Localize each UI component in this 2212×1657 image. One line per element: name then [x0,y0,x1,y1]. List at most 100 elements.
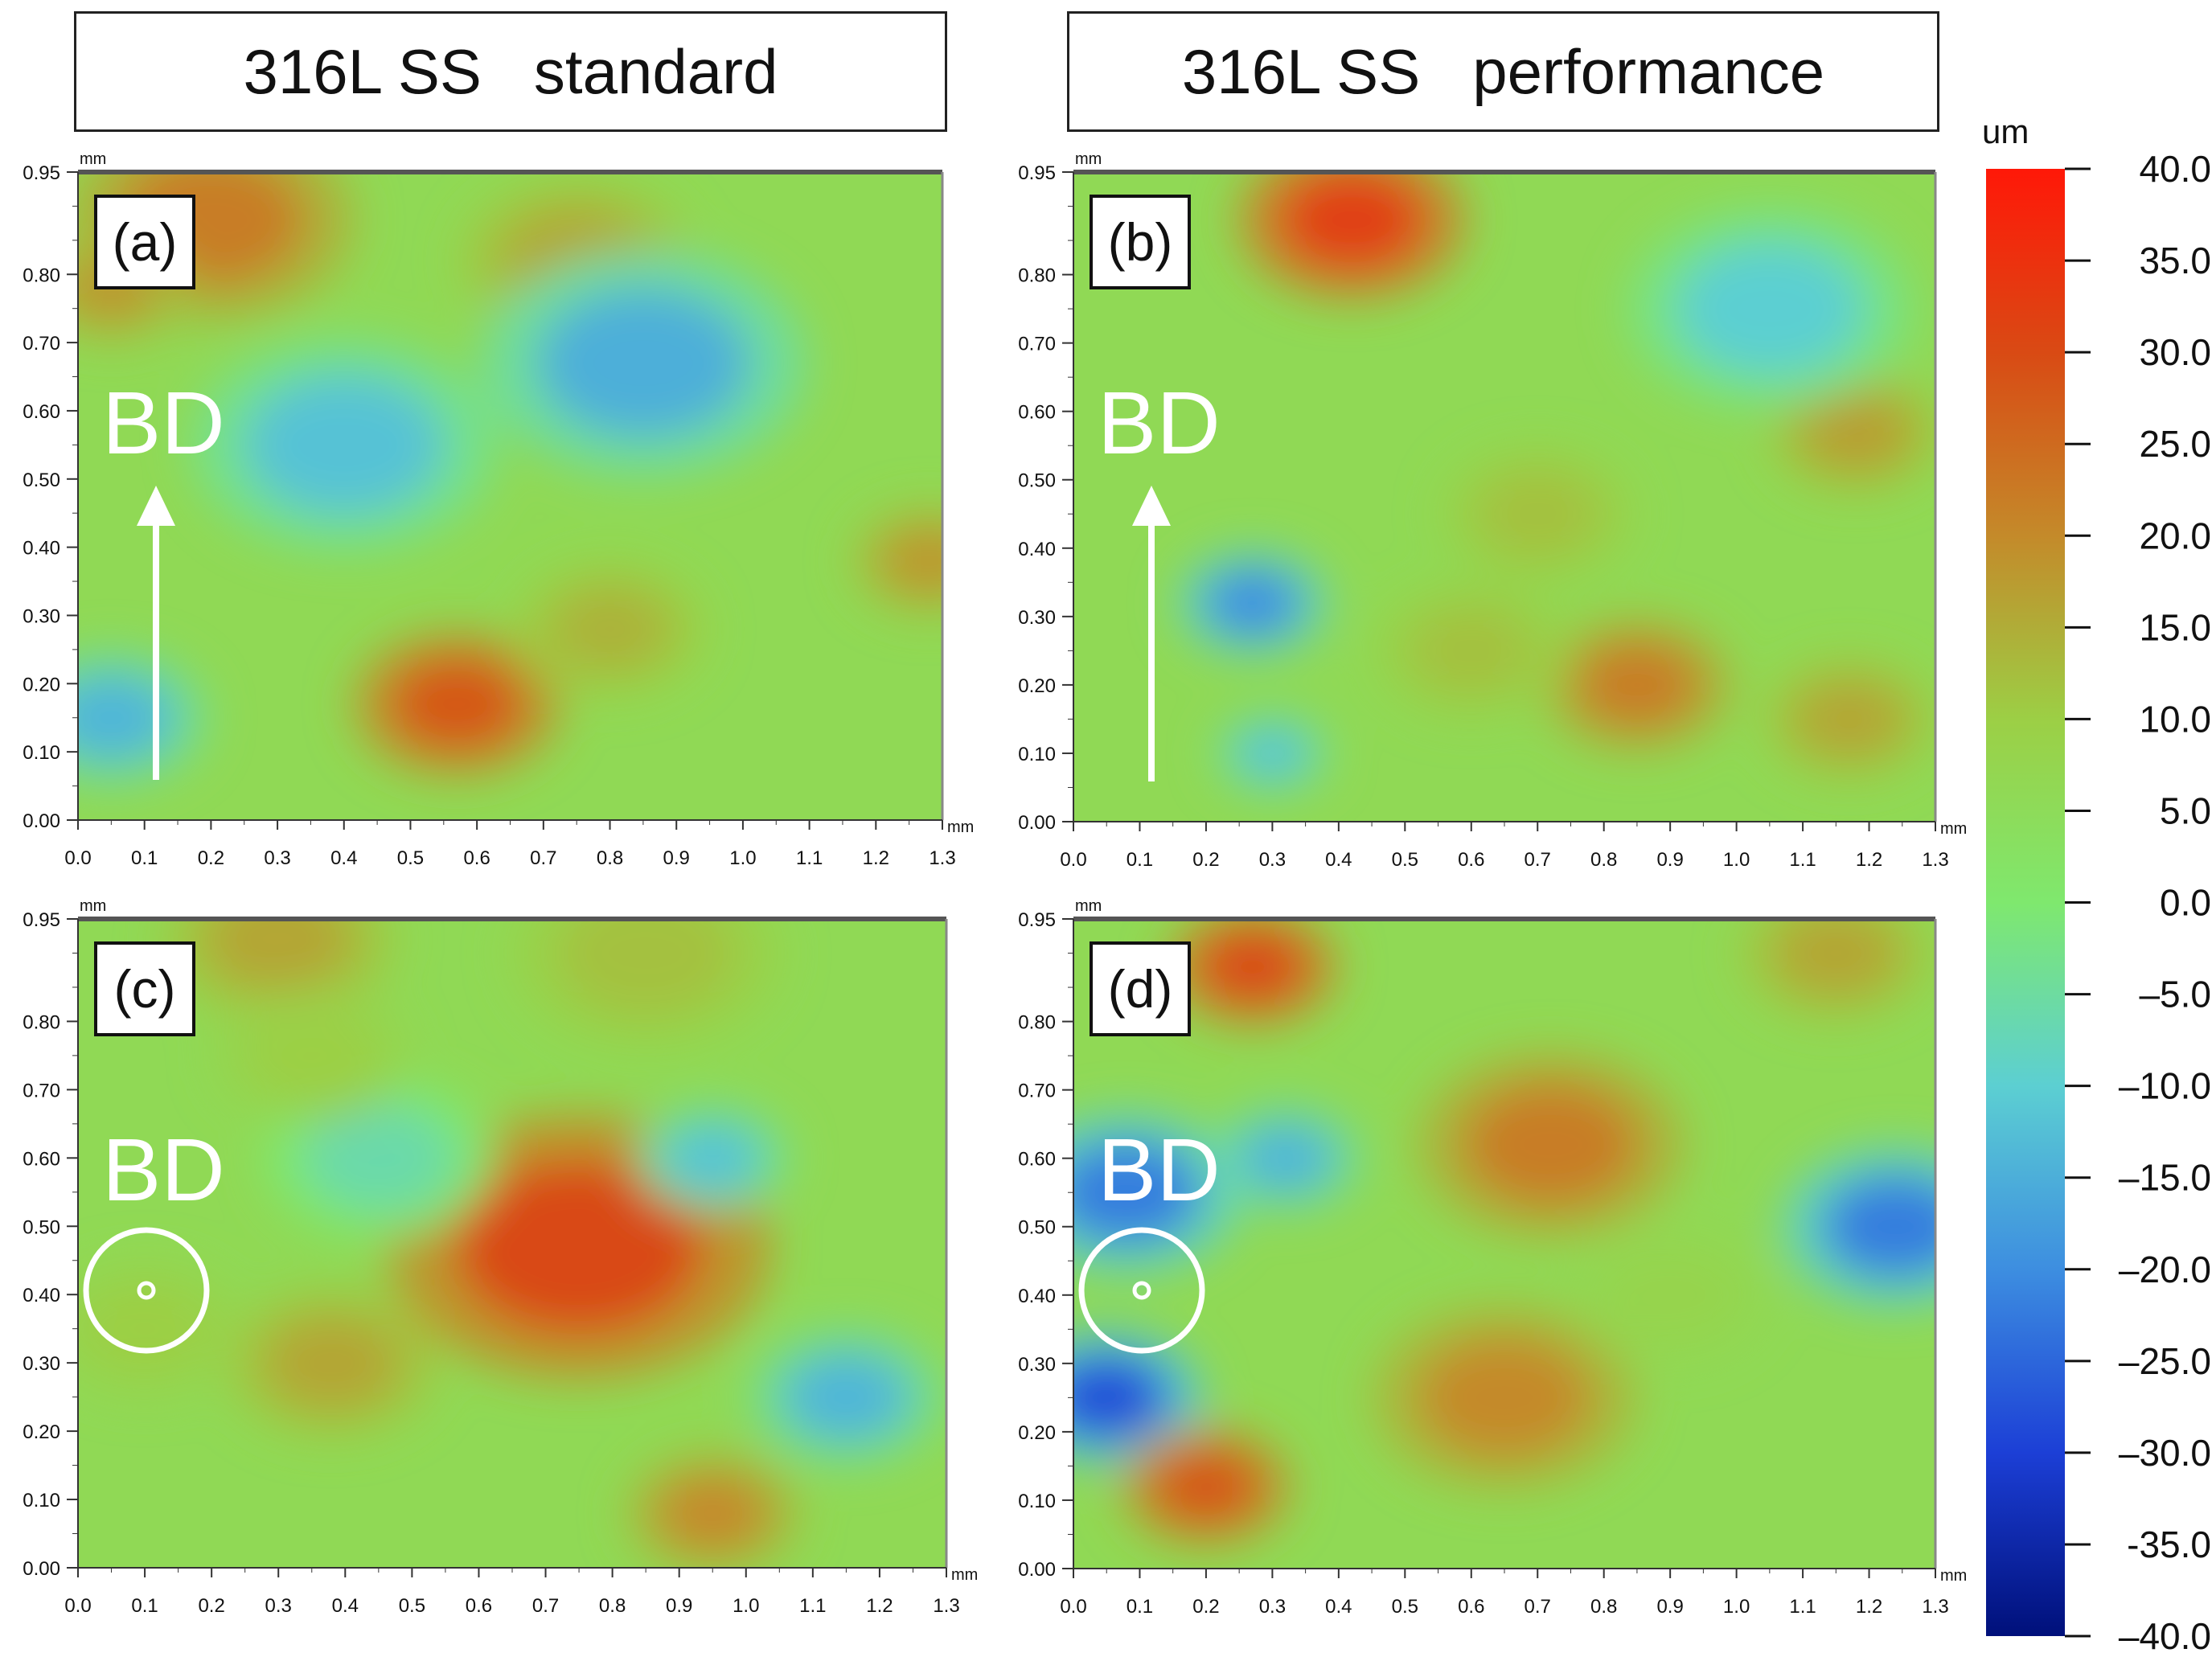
height-feature [1150,1447,1262,1526]
heatmap-features [1073,919,1935,1547]
height-feature [1607,1251,1733,1339]
bd-label: BD [102,374,225,473]
x-tick-label: 0.0 [64,1595,91,1617]
height-feature [537,289,749,437]
colorbar-tick-label: 5.0 [2160,790,2211,831]
x-tick-label: 0.1 [131,1595,158,1617]
colorbar-tick-label: 35.0 [2139,240,2211,281]
y-axis-unit: mm [80,897,106,915]
x-tick-label: 0.4 [1325,849,1352,871]
x-tick-label: 0.2 [1192,849,1219,871]
height-feature [1417,1336,1592,1459]
x-axis-unit: mm [1940,1567,1967,1585]
height-feature [1073,1140,1201,1245]
colorbar-tick-label: 25.0 [2139,423,2211,465]
header-standard-text: 316L SS standard [243,35,778,107]
colorbar-tick-label: 20.0 [2139,515,2211,556]
bd-out-of-plane-circle [83,1227,210,1354]
x-tick-label: 0.5 [399,1595,425,1617]
y-tick-label: 0.00 [23,1558,60,1580]
x-axis-unit: mm [1940,820,1967,838]
colorbar-gradient [1986,169,2065,1636]
height-feature [263,1315,401,1411]
height-feature [662,1122,763,1193]
x-tick-label: 0.9 [1656,849,1683,871]
colorbar-tick-label: 15.0 [2139,606,2211,648]
bd-out-of-plane-dot [137,1281,156,1300]
y-tick-label: 0.60 [1018,402,1056,424]
x-tick-label: 1.1 [1789,849,1816,871]
colorbar-tick-label: –25.0 [2119,1340,2211,1382]
height-feature [1463,1083,1638,1206]
y-axis-unit: mm [80,150,106,168]
x-tick-label: 1.0 [1723,1596,1750,1618]
y-tick-label: 0.60 [23,1148,60,1170]
x-tick-label: 0.6 [1458,1596,1484,1618]
bd-arrow-head [137,486,175,526]
x-tick-label: 0.1 [1127,849,1153,871]
height-feature [1574,641,1700,729]
y-tick-label: 0.10 [1018,744,1056,765]
height-feature [1236,1123,1336,1194]
height-feature [1793,679,1906,759]
colorbar-unit: um [1982,113,2029,150]
x-tick-label: 0.4 [332,1595,359,1617]
bd-label: BD [102,1121,225,1220]
x-tick-label: 0.2 [198,847,224,869]
height-feature [656,1474,769,1552]
panel-label-box [94,195,195,289]
y-tick-label: 0.20 [1018,675,1056,697]
height-feature [453,1159,704,1335]
x-tick-label: 1.3 [1922,1596,1948,1618]
height-feature [82,1285,207,1372]
bd-out-of-plane-circle [1078,1227,1205,1354]
heatmap-features [1176,172,1935,794]
y-tick-label: 0.30 [1018,1354,1056,1376]
y-tick-label: 0.40 [1018,539,1056,560]
y-tick-label: 0.60 [23,401,60,423]
bd-label: BD [1098,374,1221,473]
colorbar-tick-label: 0.0 [2160,882,2211,924]
x-tick-label: 1.3 [1922,849,1948,871]
y-tick-label: 0.00 [1018,812,1056,834]
header-performance-text: 316L SS performance [1181,35,1825,107]
bd-arrow-head [1132,486,1171,526]
y-tick-label: 0.20 [23,674,60,695]
x-tick-label: 1.3 [929,847,955,869]
x-tick-label: 0.5 [1392,1596,1418,1618]
height-feature [1676,243,1863,375]
height-feature [783,1353,909,1441]
x-tick-label: 0.1 [1127,1596,1153,1618]
colorbar-tick-label: -35.0 [2127,1524,2211,1565]
panel-label-box [94,941,195,1036]
colorbar-tick-label: –15.0 [2119,1157,2211,1199]
y-tick-label: 0.70 [23,1080,60,1101]
x-tick-label: 0.3 [1259,1596,1286,1618]
x-tick-label: 1.0 [1723,849,1750,871]
x-tick-label: 0.5 [397,847,424,869]
bd-out-of-plane-dot [1132,1281,1151,1300]
x-tick-label: 1.1 [1789,1596,1816,1618]
x-tick-label: 0.5 [1392,849,1418,871]
x-tick-label: 0.8 [599,1595,626,1617]
heatmap-features [78,919,942,1568]
heatmap-panel: 0.0 0.1 0.2 0.3 0.4 0.5 0.6 0.7 0.8 0.9 1.0 1.1 1.2 1… [23,150,974,869]
x-tick-label: 1.3 [933,1595,959,1617]
height-feature [1073,1354,1169,1442]
height-feature [303,1105,454,1211]
x-tick-label: 1.1 [796,847,823,869]
y-tick-label: 0.30 [23,605,60,627]
y-tick-label: 0.95 [23,162,60,184]
x-tick-label: 0.2 [1192,1596,1219,1618]
y-tick-label: 0.80 [1018,1012,1056,1034]
y-tick-label: 0.10 [23,1490,60,1511]
heatmap-panel: 0.0 0.1 0.2 0.3 0.4 0.5 0.6 0.7 0.8 0.9 1.0 1.1 1.2 1… [1018,897,1967,1618]
x-tick-label: 0.9 [663,847,690,869]
y-tick-label: 0.60 [1018,1149,1056,1171]
x-tick-label: 0.3 [264,847,290,869]
header-standard: 316L SS standard [74,11,947,132]
y-tick-label: 0.80 [23,265,60,286]
x-tick-label: 0.9 [666,1595,692,1617]
x-tick-label: 0.6 [1458,849,1484,871]
header-performance: 316L SS performance [1067,11,1939,132]
